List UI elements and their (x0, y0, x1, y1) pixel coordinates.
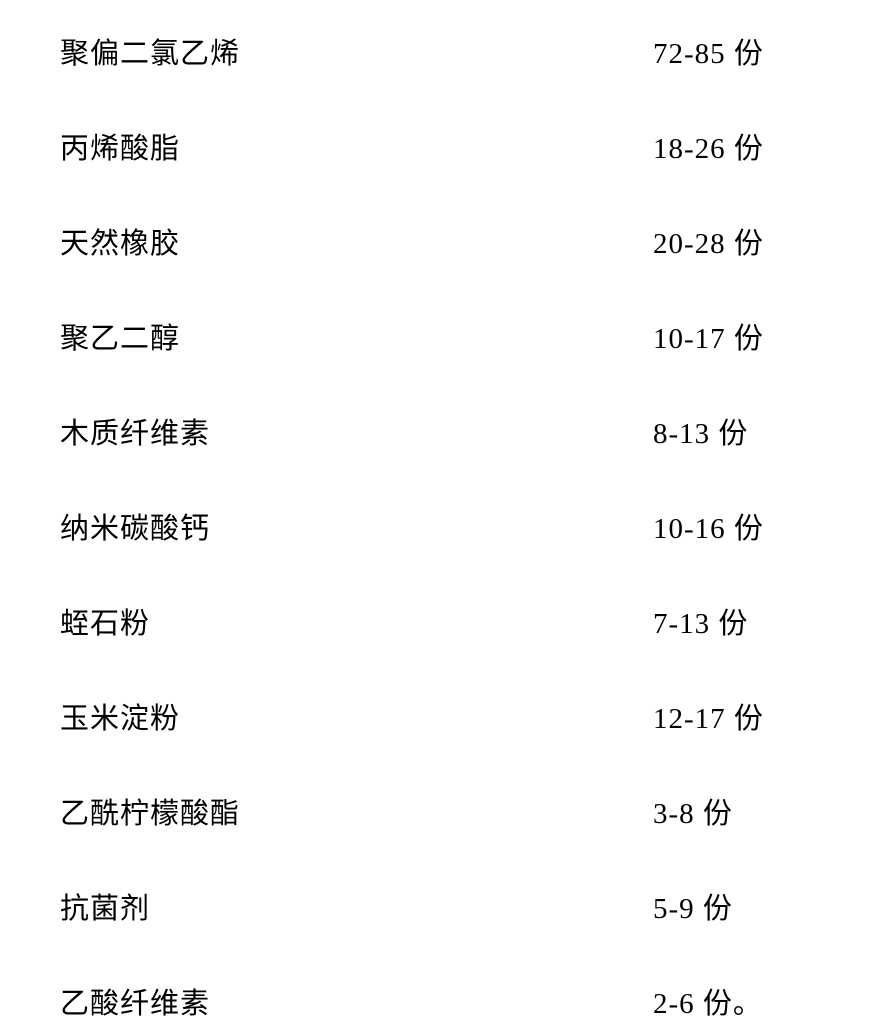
table-row: 木质纤维素 8-13 份 (60, 410, 833, 452)
ingredient-amount: 3-8 份 (653, 790, 833, 832)
ingredient-amount: 5-9 份 (653, 885, 833, 927)
ingredient-amount: 10-16 份 (653, 505, 833, 547)
ingredient-name: 聚偏二氯乙烯 (60, 30, 240, 72)
table-row: 乙酰柠檬酸酯 3-8 份 (60, 790, 833, 832)
ingredient-amount: 10-17 份 (653, 315, 833, 357)
ingredient-name: 乙酸纤维素 (60, 980, 210, 1022)
ingredient-name: 蛭石粉 (60, 600, 150, 642)
ingredient-name: 乙酰柠檬酸酯 (60, 790, 240, 832)
ingredient-amount: 7-13 份 (653, 600, 833, 642)
table-row: 抗菌剂 5-9 份 (60, 885, 833, 927)
ingredient-name: 纳米碳酸钙 (60, 505, 210, 547)
ingredient-amount: 72-85 份 (653, 30, 833, 72)
ingredient-name: 丙烯酸脂 (60, 125, 180, 167)
table-row: 玉米淀粉 12-17 份 (60, 695, 833, 737)
table-row: 蛭石粉 7-13 份 (60, 600, 833, 642)
ingredient-amount: 12-17 份 (653, 695, 833, 737)
table-row: 丙烯酸脂 18-26 份 (60, 125, 833, 167)
table-row: 聚乙二醇 10-17 份 (60, 315, 833, 357)
table-row: 乙酸纤维素 2-6 份。 (60, 980, 833, 1022)
ingredient-name: 玉米淀粉 (60, 695, 180, 737)
ingredients-table: 聚偏二氯乙烯 72-85 份 丙烯酸脂 18-26 份 天然橡胶 20-28 份… (60, 30, 833, 1022)
table-row: 天然橡胶 20-28 份 (60, 220, 833, 262)
table-row: 聚偏二氯乙烯 72-85 份 (60, 30, 833, 72)
ingredient-name: 木质纤维素 (60, 410, 210, 452)
ingredient-amount: 8-13 份 (653, 410, 833, 452)
ingredient-amount: 2-6 份。 (653, 980, 833, 1022)
ingredient-name: 天然橡胶 (60, 220, 180, 262)
ingredient-amount: 18-26 份 (653, 125, 833, 167)
table-row: 纳米碳酸钙 10-16 份 (60, 505, 833, 547)
ingredient-name: 聚乙二醇 (60, 315, 180, 357)
ingredient-amount: 20-28 份 (653, 220, 833, 262)
ingredient-name: 抗菌剂 (60, 885, 150, 927)
